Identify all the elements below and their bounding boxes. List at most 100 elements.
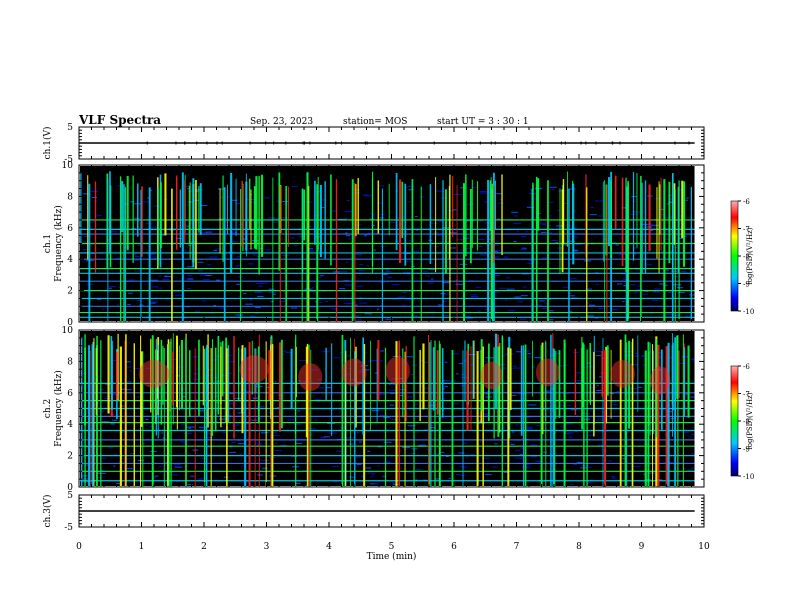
spectrogram-noise bbox=[149, 425, 153, 427]
spectrogram-noise bbox=[322, 290, 326, 292]
spectrogram-noise bbox=[496, 240, 499, 242]
spectrogram-noise bbox=[569, 310, 572, 312]
spectrogram-noise bbox=[231, 441, 236, 443]
spectrogram-noise bbox=[690, 396, 699, 398]
colorbar-tick-label: -6 bbox=[743, 198, 750, 206]
spectrogram-noise bbox=[408, 189, 414, 191]
spectrogram-noise bbox=[504, 299, 508, 301]
spectrogram-noise bbox=[498, 202, 504, 204]
spectrogram-noise bbox=[433, 453, 441, 455]
spectrogram-noise bbox=[485, 474, 492, 476]
spectrogram-noise bbox=[116, 303, 119, 305]
spectrogram-noise bbox=[526, 416, 533, 418]
spectrogram-noise bbox=[663, 238, 670, 240]
spectrogram-noise bbox=[658, 352, 663, 354]
spectrogram-noise bbox=[570, 483, 574, 485]
spectrogram-noise bbox=[379, 217, 384, 219]
spectrogram-noise bbox=[274, 380, 277, 382]
spectrogram-noise bbox=[308, 428, 316, 430]
spectrogram-noise bbox=[513, 222, 522, 224]
spectrogram-noise bbox=[250, 220, 254, 222]
spectrogram-noise bbox=[581, 465, 589, 467]
spectrogram-noise bbox=[347, 373, 352, 375]
spectrogram-noise bbox=[611, 401, 617, 403]
spectrogram-noise bbox=[682, 468, 686, 470]
spectrogram-noise bbox=[539, 222, 546, 224]
spectrogram-noise bbox=[97, 472, 106, 474]
spectrogram-noise bbox=[202, 279, 210, 281]
spectrogram-noise bbox=[542, 257, 550, 259]
spectrogram-noise bbox=[265, 249, 271, 251]
spectrogram-noise bbox=[91, 196, 98, 198]
spectrogram-noise bbox=[494, 274, 500, 276]
spectrogram-noise bbox=[410, 448, 415, 450]
spectrogram-noise bbox=[459, 466, 465, 468]
spectrogram-noise bbox=[414, 216, 418, 218]
spectrogram-noise bbox=[291, 455, 298, 457]
spectrogram-noise bbox=[520, 249, 527, 251]
y-tick-label: 2 bbox=[67, 287, 73, 297]
start-time-label: start UT = 3 : 30 : 1 bbox=[437, 117, 529, 127]
spectrogram-noise bbox=[181, 396, 186, 398]
spectrogram-noise bbox=[510, 443, 515, 445]
ch1-voltage-panel: 5 -5 ch.1(V) bbox=[42, 123, 705, 165]
spectrogram-noise bbox=[637, 386, 642, 388]
spectrogram-noise bbox=[384, 441, 392, 443]
spectrogram-noise bbox=[573, 210, 576, 212]
spectrogram-noise bbox=[344, 211, 353, 213]
spectrogram-noise bbox=[406, 396, 412, 398]
spectrogram-noise bbox=[82, 481, 91, 483]
spectrogram-noise bbox=[516, 351, 522, 353]
spectrogram-noise bbox=[187, 483, 193, 485]
spectrogram-noise bbox=[652, 291, 661, 293]
spectrogram-noise bbox=[520, 447, 526, 449]
spectrogram-noise bbox=[385, 460, 390, 462]
spectrogram-noise bbox=[573, 463, 577, 465]
spectrogram-noise bbox=[444, 386, 449, 388]
spectrogram-noise bbox=[449, 232, 457, 234]
spectrogram-noise bbox=[186, 204, 190, 206]
spectrogram-noise bbox=[616, 390, 620, 392]
spectrogram-noise bbox=[608, 241, 616, 243]
spectrogram-noise bbox=[675, 276, 680, 278]
spectrogram-noise bbox=[295, 482, 301, 484]
spectrogram-noise bbox=[476, 420, 485, 422]
spectrogram-noise bbox=[569, 278, 578, 280]
spectrogram-noise bbox=[118, 286, 122, 288]
spectrogram-noise bbox=[668, 292, 673, 294]
spectrogram-noise bbox=[524, 426, 533, 428]
spectrogram-noise bbox=[367, 232, 371, 234]
spectrogram-noise bbox=[596, 385, 599, 387]
spectrogram-noise bbox=[85, 464, 89, 466]
spectrogram-noise bbox=[320, 275, 324, 277]
spectrogram-noise bbox=[586, 302, 590, 304]
spectrogram-noise bbox=[667, 201, 674, 203]
spectrogram-noise bbox=[379, 393, 386, 395]
spectrogram-noise bbox=[555, 242, 558, 244]
spectrogram-noise bbox=[128, 292, 133, 294]
colorbar-tick-label: -8 bbox=[743, 253, 750, 261]
spectrogram-noise bbox=[401, 362, 408, 364]
spectrogram-noise bbox=[371, 474, 374, 476]
spectrogram-noise bbox=[455, 283, 463, 285]
spectrogram-noise bbox=[556, 225, 563, 227]
spectrogram-noise bbox=[186, 275, 192, 277]
spectrogram-noise bbox=[655, 198, 661, 200]
spectrogram-noise bbox=[622, 458, 627, 460]
spectrogram-noise bbox=[570, 295, 575, 297]
spectrogram-noise bbox=[172, 291, 180, 293]
spectrogram-noise bbox=[166, 471, 174, 473]
spectrogram-noise bbox=[685, 315, 694, 317]
spectrogram-noise bbox=[293, 245, 298, 247]
spectrogram-noise bbox=[314, 419, 318, 421]
spectrogram-noise bbox=[143, 201, 151, 203]
spectrogram-noise bbox=[90, 191, 98, 193]
spectrogram-noise bbox=[584, 466, 592, 468]
ch2-colorbar: -6 -7 -8 -9 -10 log(PSD)(V²/Hz) bbox=[730, 363, 754, 481]
spectrogram-noise bbox=[391, 378, 397, 380]
spectrogram-noise bbox=[560, 404, 565, 406]
spectrogram-noise bbox=[475, 387, 478, 389]
spectrogram-noise bbox=[451, 403, 459, 405]
spectrogram-noise bbox=[390, 393, 395, 395]
spectrogram-noise bbox=[439, 451, 445, 453]
